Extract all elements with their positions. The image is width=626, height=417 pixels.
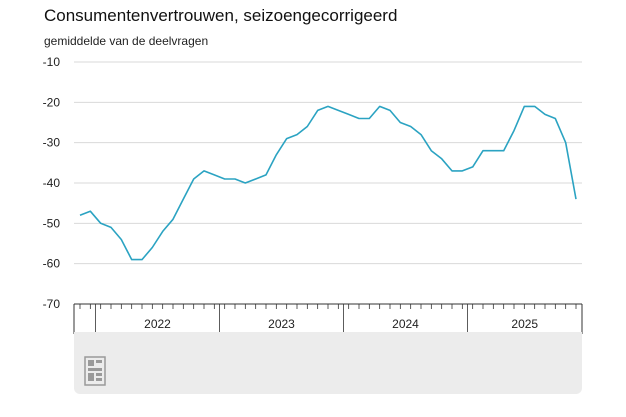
y-tick-label: -30 [43, 136, 61, 150]
x-year-label: 2025 [511, 317, 538, 331]
chart-footer [74, 332, 582, 394]
x-year-label: 2022 [144, 317, 171, 331]
y-tick-label: -50 [43, 216, 61, 230]
y-tick-label: -20 [43, 95, 61, 109]
chart-title: Consumentenvertrouwen, seizoengecorrigee… [44, 6, 398, 25]
y-tick-label: -70 [43, 297, 61, 311]
y-tick-label: -60 [43, 257, 61, 271]
y-tick-label: -10 [43, 55, 61, 69]
series-line [79, 105, 577, 261]
x-year-label: 2024 [392, 317, 419, 331]
cbs-logo-icon [84, 356, 106, 386]
y-axis-label: gemiddelde van de deelvragen [44, 34, 209, 48]
x-year-label: 2023 [268, 317, 295, 331]
y-tick-label: -40 [43, 176, 61, 190]
